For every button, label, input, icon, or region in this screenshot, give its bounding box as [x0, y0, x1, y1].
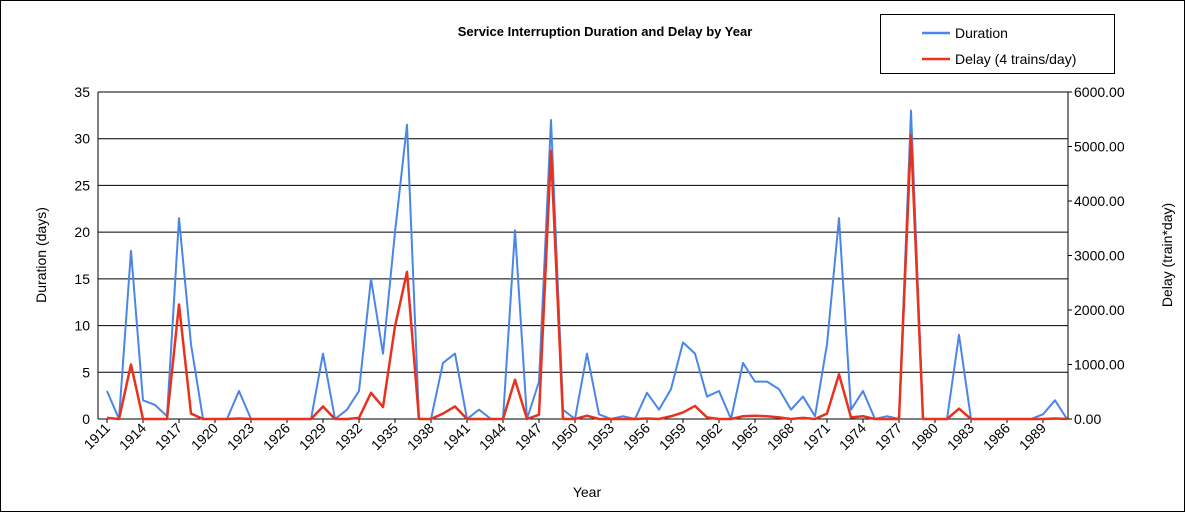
x-tick-label: 1971: [800, 420, 833, 453]
y2-tick-label: 3000.00: [1074, 248, 1125, 264]
x-tick-label: 1989: [1016, 420, 1049, 453]
chart-title: Service Interruption Duration and Delay …: [458, 24, 753, 39]
y-tick-label: 25: [74, 177, 90, 193]
x-tick-label: 1923: [224, 420, 257, 453]
x-tick-label: 1953: [584, 420, 617, 453]
y-tick-label: 20: [74, 224, 90, 240]
legend-box: [880, 14, 1115, 74]
x-tick-label: 1929: [296, 420, 329, 453]
y2-tick-label: 4000.00: [1074, 193, 1125, 209]
legend-label: Delay (4 trains/day): [955, 51, 1076, 67]
x-tick-label: 1917: [152, 420, 185, 453]
x-tick-label: 1920: [188, 420, 221, 453]
x-tick-label: 1965: [728, 420, 761, 453]
x-tick-label: 1983: [944, 420, 977, 453]
x-tick-label: 1980: [908, 420, 941, 453]
y2-tick-label: 1000.00: [1074, 357, 1125, 373]
x-axis-label: Year: [573, 484, 602, 500]
y-tick-label: 5: [82, 364, 90, 380]
x-tick-label: 1950: [548, 420, 581, 453]
x-tick-label: 1926: [260, 420, 293, 453]
y-tick-label: 30: [74, 131, 90, 147]
x-tick-label: 1959: [656, 420, 689, 453]
y2-tick-label: 2000.00: [1074, 302, 1125, 318]
x-tick-label: 1956: [620, 420, 653, 453]
x-tick-label: 1941: [440, 420, 473, 453]
x-tick-label: 1914: [116, 420, 149, 453]
y-tick-label: 15: [74, 271, 90, 287]
x-tick-label: 1932: [332, 420, 365, 453]
y-tick-label: 35: [74, 84, 90, 100]
x-tick-label: 1977: [872, 420, 905, 453]
x-tick-label: 1962: [692, 420, 725, 453]
y2-tick-label: 5000.00: [1074, 139, 1125, 155]
x-tick-label: 1986: [980, 420, 1013, 453]
y-axis-label: Duration (days): [33, 207, 49, 303]
x-tick-label: 1968: [764, 420, 797, 453]
x-tick-label: 1944: [476, 420, 509, 453]
x-tick-label: 1947: [512, 420, 545, 453]
y-tick-label: 10: [74, 318, 90, 334]
y2-tick-label: 0.00: [1074, 411, 1101, 427]
y-tick-label: 0: [82, 411, 90, 427]
legend-label: Duration: [955, 25, 1008, 41]
x-tick-label: 1935: [368, 420, 401, 453]
y2-tick-label: 6000.00: [1074, 84, 1125, 100]
series-line: [106, 134, 1068, 421]
x-tick-label: 1974: [836, 420, 869, 453]
y2-axis-label: Delay (train*day): [1159, 203, 1175, 307]
x-tick-label: 1938: [404, 420, 437, 453]
